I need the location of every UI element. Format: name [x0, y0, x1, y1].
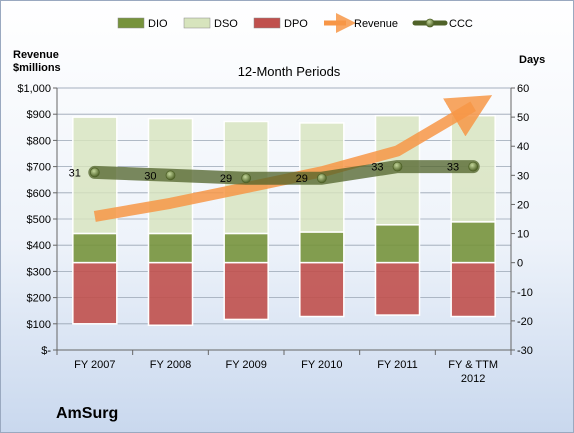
bar-dpo: [223, 261, 269, 321]
y-left-tick-label: $-: [41, 345, 51, 357]
legend-swatch-dpo: [253, 17, 281, 29]
y-left-tick-label: $700: [27, 162, 51, 174]
bar-dio: [72, 232, 118, 264]
y-left-tick-label: $200: [27, 293, 51, 305]
bar-dio: [147, 232, 194, 264]
legend: DIO DSO DPO Revenue CCC: [117, 13, 473, 33]
plot-area: $- $100 $200 $300 $400 $500 $600 $700 $800 $900 $1…: [17, 83, 533, 385]
bar-dio: [374, 224, 421, 264]
x-tick-label: 2012: [461, 373, 485, 385]
legend-label-dpo: DPO: [284, 18, 308, 30]
y-left-label-line1: Revenue: [13, 49, 59, 61]
y-left-tick-label: $600: [27, 188, 51, 200]
y-left-tick-label: $1,000: [17, 83, 51, 95]
y-right-tick-label: -20: [517, 316, 533, 328]
chart-title: 12-Month Periods: [238, 64, 341, 79]
legend-label-dio: DIO: [148, 18, 168, 30]
ccc-data-label: 33: [447, 162, 459, 174]
ccc-data-label: 30: [144, 170, 156, 182]
y-left-tick-label: $800: [27, 135, 51, 147]
ccc-line: [88, 160, 480, 185]
ccc-data-label: 29: [220, 173, 232, 185]
y-left-tick-label: $500: [27, 214, 51, 226]
bar-dpo: [147, 261, 194, 327]
y-right-tick-label: 40: [517, 141, 529, 153]
y-right-tick-label: 10: [517, 229, 529, 241]
legend-swatch-dso: [183, 17, 211, 29]
ccc-data-label: 33: [371, 162, 383, 174]
ccc-data-label: 31: [69, 167, 81, 179]
legend-label-dso: DSO: [214, 18, 238, 30]
y-right-tick-label: 50: [517, 112, 529, 124]
bar-dpo: [299, 261, 345, 318]
y-left-tick-label: $900: [27, 109, 51, 121]
y-right-label: Days: [519, 54, 545, 66]
x-tick-label: FY 2010: [301, 359, 342, 371]
y-right-tick-label: 60: [517, 83, 529, 95]
x-tick-label: FY 2009: [225, 359, 266, 371]
y-left-tick-label: $100: [27, 319, 51, 331]
x-tick-label: FY 2011: [377, 359, 418, 371]
bar-dio: [223, 232, 269, 264]
ccc-point: [165, 170, 176, 181]
ccc-data-label: 29: [296, 173, 308, 185]
legend-label-ccc: CCC: [449, 18, 473, 30]
y-right-tick-label: 30: [517, 170, 529, 182]
ccc-point: [241, 173, 252, 184]
y-right-tick-label: 20: [517, 199, 529, 211]
company-name: AmSurg: [56, 405, 119, 422]
legend-swatch-dio: [117, 17, 145, 29]
ccc-point: [392, 161, 403, 172]
y-right-tick-label: 0: [517, 258, 523, 270]
ccc-point: [468, 161, 479, 172]
x-tick-label: FY 2008: [150, 359, 191, 371]
legend-swatch-ccc-dot: [425, 18, 435, 28]
bar-dpo: [72, 261, 118, 325]
x-tick-label: FY 2007: [74, 359, 115, 371]
y-left-label-line2: $millions: [13, 62, 61, 74]
bar-dpo: [374, 261, 421, 316]
x-tick-label: FY & TTM: [448, 359, 498, 371]
bar-dio: [299, 231, 345, 264]
y-left-tick-label: $300: [27, 266, 51, 278]
y-right-tick-label: -10: [517, 287, 533, 299]
bar-dio: [450, 221, 496, 264]
ccc-point: [316, 173, 327, 184]
legend-label-revenue: Revenue: [354, 18, 398, 30]
ccc-point: [89, 167, 100, 178]
y-left-tick-label: $400: [27, 240, 51, 252]
bar-dpo: [450, 261, 496, 318]
y-right-tick-label: -30: [517, 345, 533, 357]
